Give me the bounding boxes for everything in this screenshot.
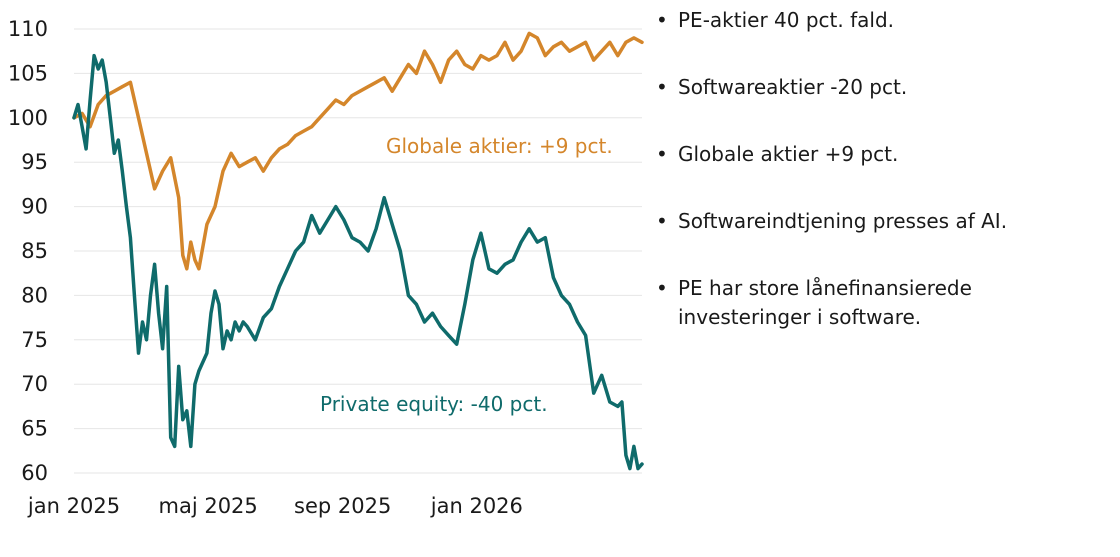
y-tick-label: 105 — [8, 61, 48, 85]
x-axis-ticks: jan 2025 maj 2025 sep 2025 jan 2026 — [27, 494, 523, 518]
series-line-private-equity — [72, 53, 644, 471]
bullet-text: Softwareindtjening presses af AI. — [678, 209, 1008, 233]
y-tick-label: 60 — [21, 461, 48, 485]
bullet-item: • PE-aktier 40 pct. fald. — [656, 6, 1106, 35]
bullet-list: • PE-aktier 40 pct. fald. • Softwareaktier… — [656, 6, 1106, 370]
bullet-marker: • — [656, 75, 668, 99]
bullet-item: • Softwareindtjening presses af AI. — [656, 207, 1106, 236]
y-tick-label: 110 — [8, 17, 48, 41]
x-tick-label: sep 2025 — [294, 494, 391, 518]
y-tick-label: 75 — [21, 328, 48, 352]
series-line-global-equities — [72, 31, 644, 271]
x-tick-label: jan 2026 — [430, 494, 523, 518]
bullet-text: PE-aktier 40 pct. fald. — [678, 8, 894, 32]
bullet-item: • PE har store lånefinansierede investeri… — [656, 274, 1106, 332]
series-label-private-equity: Private equity: -40 pct. — [320, 392, 548, 416]
line-chart: 60 65 70 75 80 85 90 95 100 105 110 jan 2025 maj 20… — [8, 17, 644, 518]
bullet-item: • Softwareaktier -20 pct. — [656, 73, 1106, 102]
y-tick-label: 65 — [21, 417, 48, 441]
bullet-marker: • — [656, 276, 668, 300]
bullet-marker: • — [656, 142, 668, 166]
y-tick-label: 80 — [21, 283, 48, 307]
series-label-global-equities: Globale aktier: +9 pct. — [386, 134, 613, 158]
y-tick-label: 90 — [21, 195, 48, 219]
x-tick-label: maj 2025 — [159, 494, 258, 518]
bullet-marker: • — [656, 209, 668, 233]
y-tick-label: 100 — [8, 106, 48, 130]
bullet-marker: • — [656, 8, 668, 32]
bullet-text: Globale aktier +9 pct. — [678, 142, 899, 166]
y-tick-label: 95 — [21, 150, 48, 174]
bullet-text: PE har store lånefinansierede investerin… — [678, 276, 972, 329]
series-lines — [72, 31, 644, 471]
y-tick-label: 85 — [21, 239, 48, 263]
bullet-text: Softwareaktier -20 pct. — [678, 75, 908, 99]
x-tick-label: jan 2025 — [27, 494, 120, 518]
y-tick-label: 70 — [21, 372, 48, 396]
bullet-item: • Globale aktier +9 pct. — [656, 140, 1106, 169]
y-axis-ticks: 60 65 70 75 80 85 90 95 100 105 110 — [8, 17, 48, 485]
